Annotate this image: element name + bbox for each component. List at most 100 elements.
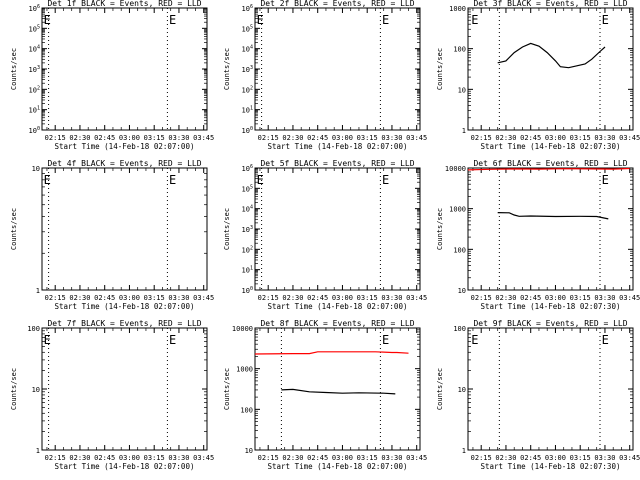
x-tick-label: 03:00 [545,454,566,462]
detector-panel: Det 4f BLACK = Events, RED = LLD 1 10 02:15… [10,159,214,311]
events-series-line [497,212,609,220]
detector-panel: Det 3f BLACK = Events, RED = LLD 1 10 100 10… [436,0,640,151]
panel-title: Det 7f BLACK = Events, RED = LLD [47,319,201,328]
detector-panel: Det 6f BLACK = Events, RED = LLD 10 100 100… [436,159,640,311]
x-tick-label: 02:30 [495,294,516,302]
x-tick-label: 02:45 [307,294,328,302]
x-tick-label: 03:30 [381,294,402,302]
y-tick-label: 100 [242,126,253,135]
x-tick-label: 02:30 [69,294,90,302]
y-axis-label: Counts/sec [10,48,18,90]
x-tick-label: 03:15 [357,134,378,142]
y-axis-label: Counts/sec [223,48,231,90]
y-tick-label: 1 [462,447,466,455]
x-tick-label: 03:30 [168,294,189,302]
event-marker-e: E [382,173,389,187]
y-axis-label: Counts/sec [436,48,444,90]
x-tick-label: 03:00 [332,134,353,142]
y-tick-label: 103 [242,225,253,234]
x-tick-label: 03:15 [570,294,591,302]
y-tick-label: 104 [242,205,253,214]
y-tick-label: 1000 [449,206,466,214]
x-tick-label: 02:30 [495,134,516,142]
y-tick-label: 105 [29,24,40,33]
x-tick-label: 03:15 [570,454,591,462]
x-axis-label: Start Time (14-Feb-18 02:07:00) [55,462,195,471]
x-tick-label: 02:30 [69,454,90,462]
y-tick-label: 1000 [236,366,253,374]
event-marker-e: E [44,333,51,347]
x-tick-label: 03:45 [619,454,640,462]
y-tick-label: 100 [242,286,253,295]
y-axis-label: Counts/sec [223,368,231,410]
detector-panel: Det 5f BLACK = Events, RED = LLD 100 101 10… [223,159,427,311]
x-tick-label: 02:30 [69,134,90,142]
event-marker-e: E [257,173,264,187]
y-tick-label: 100 [240,406,253,414]
panel-title: Det 2f BLACK = Events, RED = LLD [260,0,414,8]
panel-title: Det 8f BLACK = Events, RED = LLD [260,319,414,328]
y-tick-label: 100 [453,46,466,54]
event-marker-e: E [602,13,609,27]
panel-title: Det 4f BLACK = Events, RED = LLD [47,159,201,168]
x-tick-label: 02:30 [282,134,303,142]
y-tick-label: 101 [29,106,40,115]
x-tick-label: 03:30 [381,454,402,462]
panel-title: Det 5f BLACK = Events, RED = LLD [260,159,414,168]
y-tick-label: 102 [29,85,40,94]
x-axis-label: Start Time (14-Feb-18 02:07:30) [481,302,621,311]
y-tick-label: 103 [29,65,40,74]
plot-frame [41,327,208,451]
x-tick-label: 02:15 [45,454,66,462]
y-tick-label: 1 [36,287,40,295]
x-tick-label: 02:15 [45,294,66,302]
y-tick-label: 1 [36,447,40,455]
x-tick-label: 03:45 [619,134,640,142]
x-tick-label: 03:15 [144,134,165,142]
x-tick-label: 03:45 [406,294,427,302]
event-marker-e: E [471,333,478,347]
y-tick-label: 10 [32,165,40,173]
event-marker-e: E [602,333,609,347]
x-tick-label: 03:45 [193,134,214,142]
y-tick-label: 101 [242,106,253,115]
plot-frame [254,167,421,291]
x-tick-label: 03:00 [119,454,140,462]
x-tick-label: 02:45 [307,454,328,462]
x-tick-label: 03:15 [357,294,378,302]
x-axis-label: Start Time (14-Feb-18 02:07:30) [481,142,621,151]
panel-title: Det 3f BLACK = Events, RED = LLD [473,0,627,8]
x-tick-label: 02:15 [258,134,279,142]
y-tick-label: 1000 [449,5,466,13]
detector-panel: Det 8f BLACK = Events, RED = LLD 10 100 100… [223,319,427,471]
event-marker-e: E [44,13,51,27]
event-marker-e: E [602,173,609,187]
x-tick-label: 03:00 [119,294,140,302]
y-tick-label: 106 [242,164,253,173]
x-axis-label: Start Time (14-Feb-18 02:07:00) [268,142,408,151]
y-tick-label: 104 [29,45,40,54]
x-tick-label: 02:45 [94,134,115,142]
y-tick-label: 10 [32,386,40,394]
y-tick-label: 10 [458,86,466,94]
panel-title: Det 6f BLACK = Events, RED = LLD [473,159,627,168]
x-axis-label: Start Time (14-Feb-18 02:07:00) [55,302,195,311]
y-tick-label: 106 [29,4,40,13]
y-tick-label: 102 [242,85,253,94]
x-tick-label: 02:15 [258,454,279,462]
x-tick-label: 03:30 [594,454,615,462]
y-tick-label: 105 [242,24,253,33]
y-tick-label: 10 [458,287,466,295]
y-axis-label: Counts/sec [436,368,444,410]
x-tick-label: 03:45 [193,454,214,462]
x-tick-label: 02:15 [45,134,66,142]
y-tick-label: 1 [462,127,466,135]
x-tick-label: 02:45 [520,454,541,462]
x-tick-label: 03:45 [193,294,214,302]
event-marker-e: E [169,13,176,27]
event-marker-e: E [257,13,264,27]
x-axis-label: Start Time (14-Feb-18 02:07:00) [268,462,408,471]
x-tick-label: 03:15 [144,454,165,462]
y-axis-label: Counts/sec [10,368,18,410]
y-tick-label: 102 [242,245,253,254]
